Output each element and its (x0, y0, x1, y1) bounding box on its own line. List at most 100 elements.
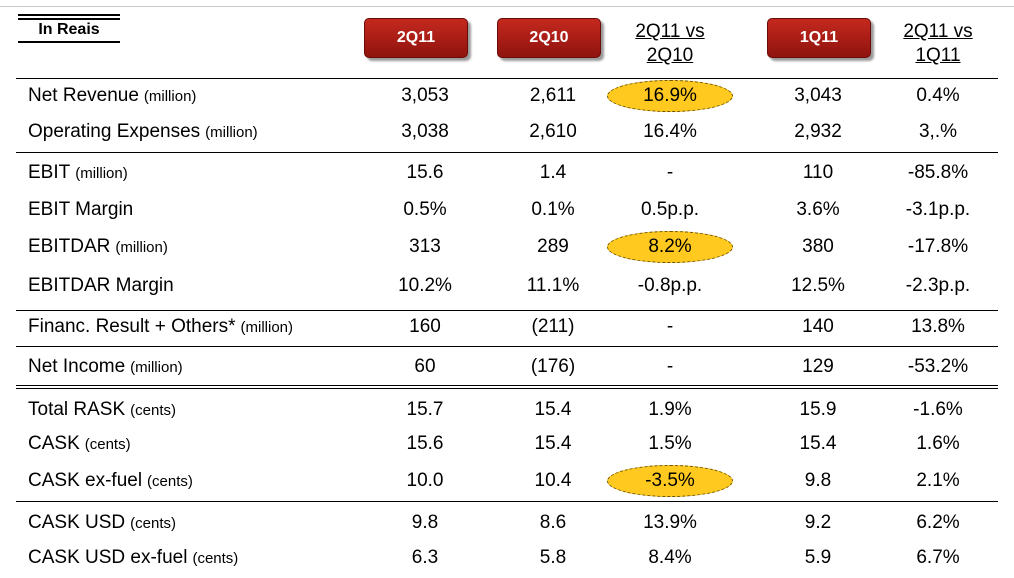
value-1q11-text: 380 (802, 236, 834, 257)
value-2q11-vs-1q11: -85.8% (878, 156, 998, 190)
units-label: In Reais (38, 21, 100, 38)
table-row: CASK USD (cents) 9.8 8.6 13.9% 9.2 6.2% (0, 506, 1014, 540)
value-2q11-vs-2q10-text: 8.4% (648, 547, 692, 568)
value-1q11-text: 15.9 (799, 399, 837, 420)
value-2q10-text: 1.4 (539, 162, 567, 183)
column-header-2q11-vs-1q11-line1: 2Q11 vs (903, 21, 973, 42)
value-2q11-text: 10.2% (398, 275, 452, 296)
value-1q11-text: 129 (802, 356, 834, 377)
value-2q11-vs-2q10: 1.5% (610, 427, 730, 461)
value-2q11-vs-1q11: -17.8% (878, 230, 998, 264)
row-label-text: EBIT Margin (28, 199, 134, 220)
value-2q11-vs-2q10: - (610, 310, 730, 344)
row-label: CASK USD (cents) (28, 506, 176, 540)
row-unit: (cents) (147, 472, 193, 490)
value-2q11-vs-1q11: -53.2% (878, 350, 998, 384)
value-2q11-vs-1q11-text: 6.2% (916, 512, 960, 533)
row-unit: (million) (115, 238, 168, 256)
value-2q10-text: 8.6 (539, 512, 567, 533)
value-2q11-text: 15.6 (406, 162, 444, 183)
value-2q10: (211) (498, 310, 608, 344)
value-2q11-text: 60 (414, 356, 436, 377)
value-2q10: 2,611 (498, 79, 608, 113)
value-2q11-vs-2q10: 1.9% (610, 393, 730, 427)
page-top-rule (0, 6, 1014, 7)
table-row: CASK (cents) 15.6 15.4 1.5% 15.4 1.6% (0, 427, 1014, 461)
table-row: EBITDAR (million) 313 289 8.2% 380 -17.8% (0, 230, 1014, 264)
value-2q10-text: 5.8 (539, 547, 567, 568)
value-2q11-vs-1q11: 13.8% (878, 310, 998, 344)
value-2q11-vs-1q11: 3,.% (878, 115, 998, 149)
row-unit: (million) (143, 87, 197, 105)
row-label: EBIT (million) (28, 156, 128, 190)
value-2q11: 3,038 (375, 115, 475, 149)
value-2q11-vs-1q11: -3.1p.p. (878, 193, 998, 227)
value-2q11: 313 (375, 230, 475, 264)
row-unit: (cents) (130, 401, 176, 419)
value-2q11-vs-1q11-text: -53.2% (907, 356, 969, 377)
value-2q11-vs-1q11: 6.2% (878, 506, 998, 540)
row-label: EBITDAR Margin (28, 269, 174, 303)
value-2q10: 15.4 (498, 393, 608, 427)
row-unit: (cents) (192, 549, 239, 567)
value-2q11-vs-2q10-text: - (666, 162, 674, 183)
row-unit: (million) (75, 164, 128, 182)
value-1q11: 3,043 (768, 79, 868, 113)
value-2q11: 6.3 (375, 541, 475, 575)
value-2q11-vs-2q10: - (610, 156, 730, 190)
value-2q11-text: 15.6 (406, 433, 444, 454)
value-2q11-vs-2q10: 0.5p.p. (610, 193, 730, 227)
column-header-2q11-vs-2q10: 2Q11 vs 2Q10 (610, 20, 730, 68)
row-label-text: CASK (28, 433, 80, 454)
value-2q11-vs-2q10-text: - (666, 356, 674, 377)
column-header-2q11: 2Q11 (364, 18, 468, 58)
value-2q10: 8.6 (498, 506, 608, 540)
value-2q11: 9.8 (375, 506, 475, 540)
value-2q11-text: 3,053 (401, 85, 449, 106)
value-2q11: 0.5% (375, 193, 475, 227)
value-2q11-vs-1q11-text: 3,.% (918, 121, 958, 142)
value-2q10-text: (211) (531, 316, 575, 337)
row-label-text: CASK USD ex-fuel (28, 547, 188, 568)
value-2q11-vs-1q11-text: 13.8% (911, 316, 965, 337)
value-2q10: 10.4 (498, 464, 608, 498)
table-row: EBIT (million) 15.6 1.4 - 110 -85.8% (0, 156, 1014, 190)
value-2q10-text: 10.4 (534, 470, 572, 491)
highlighted-value: 16.9% (643, 85, 697, 106)
row-label: Financ. Result + Others* (million) (28, 310, 293, 344)
value-2q11: 60 (375, 350, 475, 384)
value-2q11-vs-1q11-text: -85.8% (907, 162, 969, 183)
section-separator-3 (16, 346, 998, 347)
table-row: Total RASK (cents) 15.7 15.4 1.9% 15.9 -1.6% (0, 393, 1014, 427)
value-2q11-vs-1q11-text: -1.6% (913, 399, 963, 420)
table-row: EBITDAR Margin 10.2% 11.1% -0.8p.p. 12.5% -2.… (0, 269, 1014, 303)
highlighted-value: 8.2% (648, 236, 692, 257)
row-unit: (cents) (130, 514, 176, 532)
value-2q10: 11.1% (498, 269, 608, 303)
value-2q10-text: 15.4 (534, 399, 572, 420)
value-2q11-vs-2q10: 8.4% (610, 541, 730, 575)
value-2q11-vs-2q10-text: 1.5% (648, 433, 692, 454)
column-header-2q11-vs-1q11: 2Q11 vs 1Q11 (878, 20, 998, 68)
value-2q11-vs-2q10-text: 16.4% (643, 121, 697, 142)
value-2q11-vs-2q10: -0.8p.p. (610, 269, 730, 303)
value-2q11-vs-1q11: -1.6% (878, 393, 998, 427)
units-label-top-rule (18, 14, 120, 16)
value-2q11-vs-2q10: 16.4% (610, 115, 730, 149)
value-2q11-text: 15.7 (406, 399, 444, 420)
value-2q11-vs-2q10-text: -0.8p.p. (637, 275, 703, 296)
value-2q11: 10.0 (375, 464, 475, 498)
value-2q11-vs-1q11: -2.3p.p. (878, 269, 998, 303)
table-row: EBIT Margin 0.5% 0.1% 0.5p.p. 3.6% -3.1p.p. (0, 193, 1014, 227)
row-label-text: CASK ex-fuel (28, 470, 143, 491)
value-2q11-text: 0.5% (403, 199, 447, 220)
value-1q11-text: 5.9 (804, 547, 832, 568)
value-2q10-text: 2,611 (529, 85, 577, 106)
value-2q11: 160 (375, 310, 475, 344)
value-1q11: 2,932 (768, 115, 868, 149)
row-unit: (cents) (84, 435, 131, 453)
row-label: EBITDAR (million) (28, 230, 168, 264)
section-separator-2 (16, 310, 998, 311)
units-label-box: In Reais (18, 14, 120, 44)
value-2q11-text: 9.8 (411, 512, 439, 533)
